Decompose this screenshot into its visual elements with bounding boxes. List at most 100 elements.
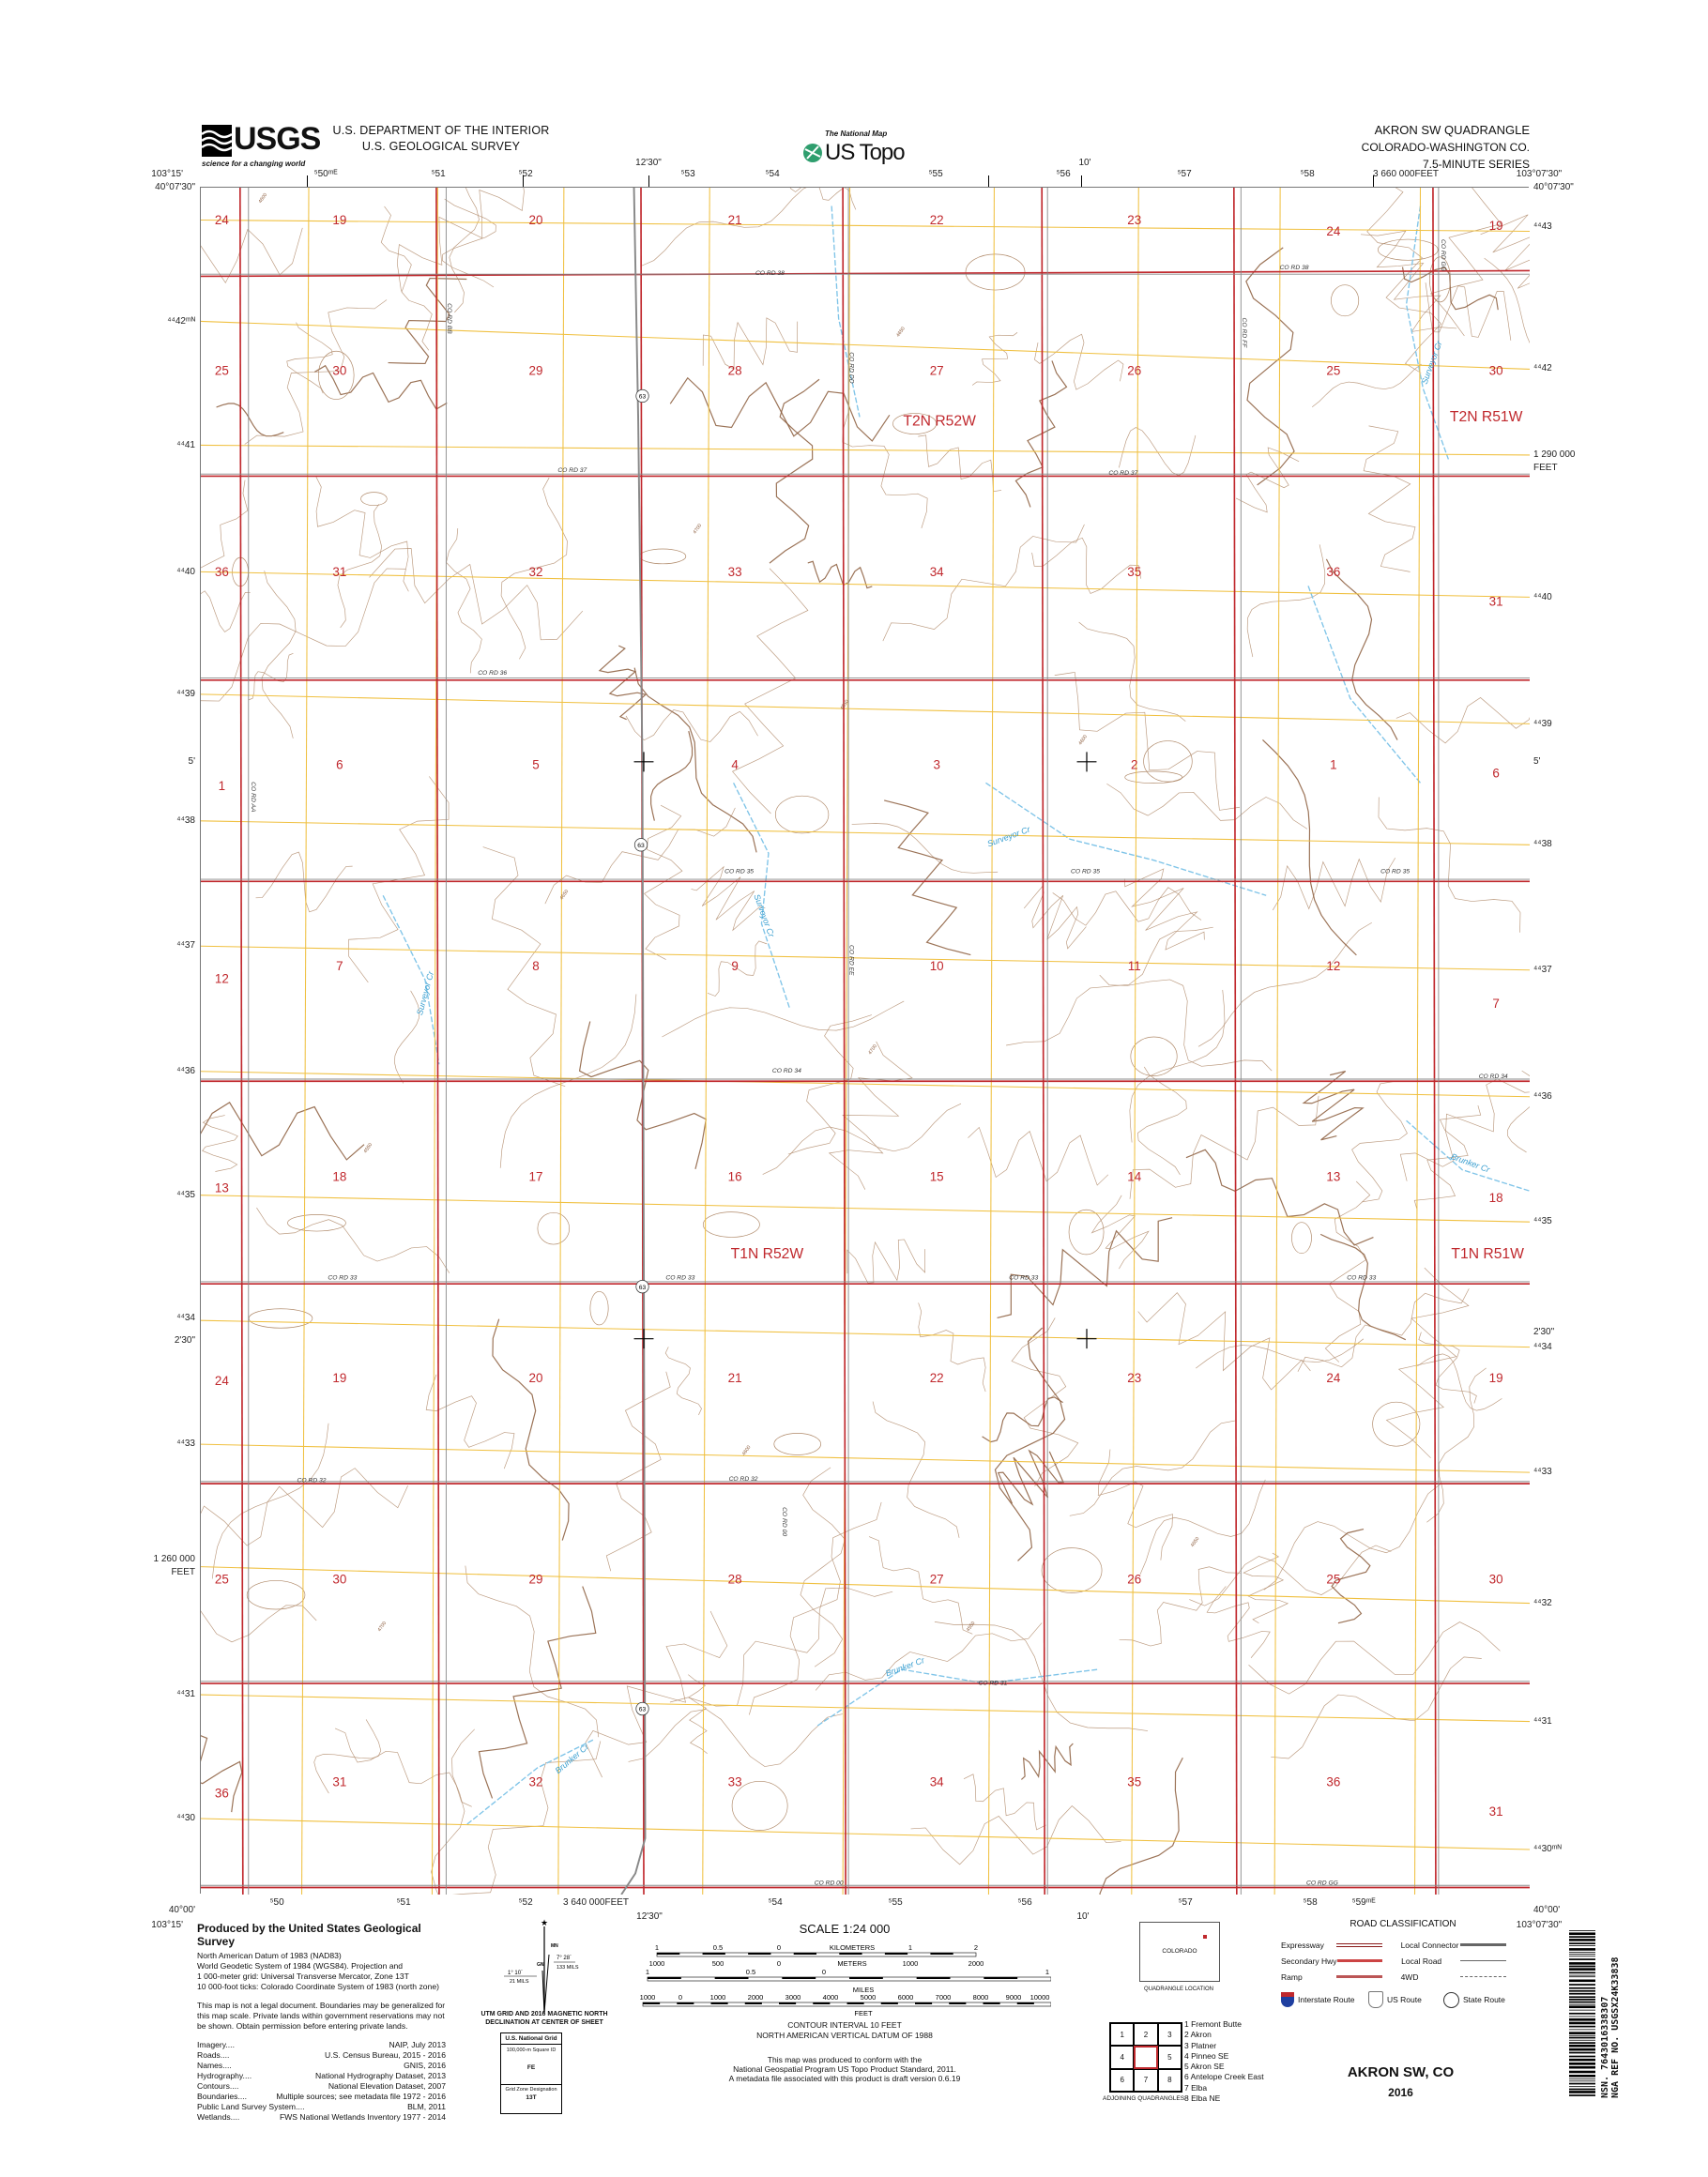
right-edge-label: ⁴⁴36 (1533, 1091, 1552, 1102)
barcode-bar (1569, 2048, 1595, 2051)
usgs-wave-icon (201, 125, 233, 157)
sheet-title: AKRON SW, CO (1347, 2064, 1455, 2080)
section-number: 25 (215, 363, 229, 377)
section-number: 29 (529, 1573, 543, 1587)
top-edge-label: ⁵58 (1300, 169, 1315, 179)
adjoining-cell: 5 (1157, 2046, 1182, 2069)
stream (1406, 1119, 1531, 1192)
barcode-bar (1569, 2032, 1595, 2034)
adjoining-quadrangles-list: 1 Fremont Butte 2 Akron 3 Platner 4 Pinneo … (1184, 2019, 1264, 2104)
right-edge-label: ⁴⁴35 (1533, 1216, 1552, 1226)
barcode-bar (1569, 1958, 1595, 1960)
contour-elevation-label: 4700 (693, 523, 704, 535)
contour (465, 1565, 600, 1738)
contour (1054, 672, 1241, 811)
barcode-bar (1569, 1987, 1595, 1989)
left-edge-label: ⁴⁴36 (176, 1066, 195, 1076)
neatline-tick (988, 175, 989, 187)
contour (334, 1728, 472, 1807)
road-label: CO RD 35 (1380, 868, 1410, 875)
scale-bar-segment (702, 1953, 725, 1955)
credit-value: National Elevation Dataset, 2007 (328, 2081, 446, 2091)
section-line-vertical (1041, 187, 1046, 1895)
credit-label: Contours.... (197, 2081, 239, 2091)
datum-line: World Geodetic System of 1984 (WGS84). P… (197, 1961, 404, 1971)
contour (394, 990, 420, 1084)
vertical-datum: NORTH AMERICAN VERTICAL DATUM OF 1988 (756, 2031, 933, 2040)
road-label: CO RD 32 (729, 1476, 758, 1483)
contour (1246, 544, 1326, 658)
usng-square-label: 100,000-m Square ID (506, 2048, 557, 2053)
closed-contour (317, 350, 355, 400)
contour (1263, 1484, 1441, 1591)
minute-tick-cross (633, 1329, 654, 1349)
left-edge-label: 5' (188, 756, 195, 767)
contour-elevation-label: 4700 (377, 1621, 389, 1633)
state-route-shield-icon (633, 838, 648, 852)
top-edge-label: ⁵50ᵐᴱ (313, 169, 338, 179)
section-number: 21 (728, 213, 742, 227)
contour-elevation-label: 4650 (895, 326, 907, 338)
road-class-title: ROAD CLASSIFICATION (1350, 1919, 1456, 1929)
utm-easting-line (1413, 187, 1422, 1895)
utm-northing-line (200, 820, 1531, 845)
right-edge-label: ⁴⁴38 (1533, 839, 1552, 849)
legend-4wd: 4WD (1400, 1971, 1419, 1982)
contour-note: CONTOUR INTERVAL 10 FEET NORTH AMERICAN … (732, 2020, 957, 2041)
barcode-bar (1569, 2039, 1595, 2041)
scale-bar-segment (983, 2002, 1000, 2004)
credit-label: Public Land Survey System.... (197, 2102, 305, 2111)
utm-easting-line (1273, 187, 1281, 1895)
section-number: 12 (1326, 959, 1340, 973)
bottom-edge-label: ⁵56 (1017, 1897, 1032, 1908)
barcode-bar (1569, 2082, 1595, 2085)
index-contour (982, 1396, 1063, 1443)
section-number: 25 (1326, 363, 1340, 377)
contour (1139, 1479, 1266, 1575)
contour (732, 568, 809, 814)
closed-contour (1331, 284, 1360, 317)
topographic-map[interactable]: 63 63 63 63 24 19 20 21 22 23 24 19 25 30 29 28 27 26 25 30… (89, 125, 1601, 1967)
top-edge-label: 103°15' (151, 169, 183, 179)
feet-tick: 8000 (973, 1993, 989, 2002)
neatline-tick (523, 175, 524, 187)
gn-mils: 21 MILS (510, 1979, 529, 1985)
section-number: 25 (215, 1573, 229, 1587)
contour (1417, 1353, 1502, 1411)
section-number: 10 (930, 959, 944, 973)
index-contour (1401, 266, 1499, 311)
section-number: 14 (1127, 1170, 1141, 1184)
credit-row: Imagery.... NAIP, July 2013 (197, 2040, 446, 2050)
contour-elevation-label: 4600 (741, 1444, 753, 1456)
usng-square-id: FE (526, 2064, 536, 2071)
feet-tick: 0 (679, 1993, 682, 2002)
contour (256, 1207, 450, 1273)
closed-contour (774, 795, 830, 834)
section-number: 29 (529, 363, 543, 377)
top-edge-label: ⁵55 (928, 169, 943, 179)
scale-bar-segment (880, 2002, 898, 2004)
credit-row: Names.... GNIS, 2016 (197, 2061, 446, 2071)
department-name: U.S. DEPARTMENT OF THE INTERIOR (332, 124, 550, 137)
index-contour (633, 667, 757, 853)
section-number: 20 (529, 1371, 543, 1385)
adjoining-quadrangle-name: 6 Antelope Creek East (1184, 2072, 1264, 2082)
index-contour (388, 277, 467, 365)
contour (1119, 1566, 1241, 1647)
us-topo-globe-icon (803, 144, 822, 162)
barcode-bar (1569, 2055, 1595, 2058)
index-contour (1319, 1233, 1407, 1341)
us-route-shield-icon (1368, 1991, 1383, 2008)
state-route-shield-icon (635, 1701, 649, 1716)
contour (662, 1000, 905, 1038)
utm-easting-line (1131, 187, 1139, 1895)
mile-tick: 1 (646, 1968, 649, 1976)
barcode-bar (1569, 2091, 1595, 2093)
left-edge-label: FEET (171, 1567, 195, 1577)
bottom-edge-label: 10' (1076, 1911, 1090, 1922)
right-edge-label: ⁴⁴30ᵐᴺ (1533, 1844, 1562, 1854)
contour (1351, 1080, 1408, 1203)
contour (1206, 1586, 1271, 1658)
right-edge-label: ⁴⁴32 (1533, 1598, 1552, 1608)
